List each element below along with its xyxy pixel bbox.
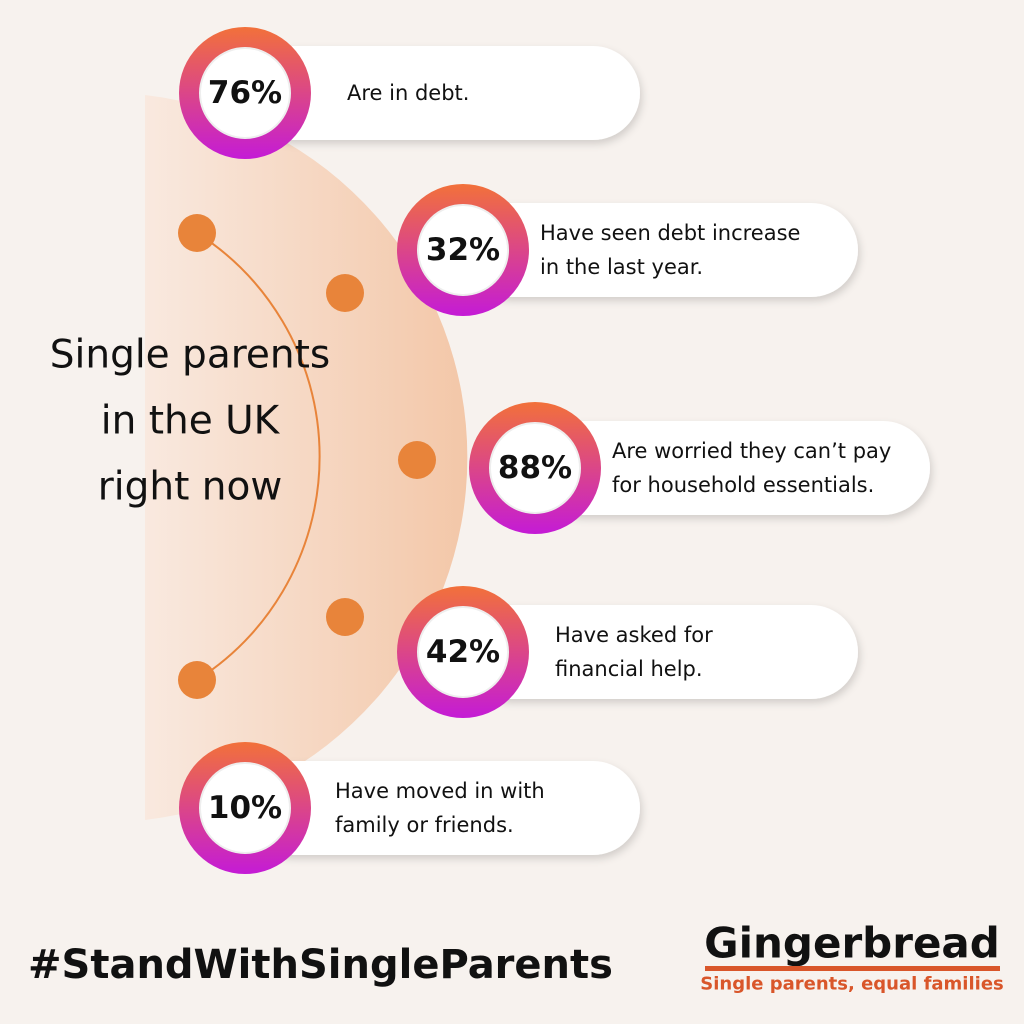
stat-percent: 32% — [426, 232, 500, 268]
timeline-arc — [196, 232, 321, 681]
stat-item: 32% Have seen debt increase in the last ye… — [397, 184, 858, 316]
title-line: Single parents — [50, 333, 330, 378]
logo-name: Gingerbread — [704, 919, 1000, 968]
title: Single parents in the UK right now — [50, 333, 330, 510]
stat-label: for household essentials. — [612, 473, 874, 497]
stat-label: family or friends. — [335, 813, 514, 837]
title-line: right now — [98, 465, 283, 510]
stat-inner — [199, 762, 291, 854]
stat-percent: 10% — [208, 790, 282, 826]
stat-pill — [245, 761, 640, 855]
stat-inner — [417, 606, 509, 698]
stat-label: in the last year. — [540, 255, 703, 279]
stat-percent: 76% — [208, 75, 282, 111]
logo-tagline: Single parents, equal families — [700, 974, 1004, 995]
stats: 76% Are in debt. 32% Have seen debt increas… — [179, 27, 930, 874]
stat-item: 88% Are worried they can’t pay for househo… — [469, 402, 930, 534]
stat-label: Have seen debt increase — [540, 221, 800, 245]
stat-label: financial help. — [555, 657, 703, 681]
stat-item: 76% Are in debt. — [179, 27, 640, 159]
stat-label: Are in debt. — [347, 81, 469, 105]
hashtag: #StandWithSingleParents — [28, 942, 613, 988]
stat-pill — [463, 203, 858, 297]
backdrop — [145, 95, 468, 820]
stat-label: Have asked for — [555, 623, 713, 647]
timeline-dots — [178, 214, 436, 699]
stat-label: Have moved in with — [335, 779, 545, 803]
stat-inner — [417, 204, 509, 296]
stat-pill — [245, 46, 640, 140]
stat-pill — [463, 605, 858, 699]
stat-item: 42% Have asked for financial help. — [397, 586, 858, 718]
stat-item: 10% Have moved in with family or friends. — [179, 742, 640, 874]
stat-inner — [489, 422, 581, 514]
stat-percent: 42% — [426, 634, 500, 670]
stat-pill — [535, 421, 930, 515]
stat-inner — [199, 47, 291, 139]
title-line: in the UK — [101, 399, 281, 444]
stat-label: Are worried they can’t pay — [612, 439, 891, 463]
stat-percent: 88% — [498, 450, 572, 486]
logo-rule — [705, 966, 1000, 971]
